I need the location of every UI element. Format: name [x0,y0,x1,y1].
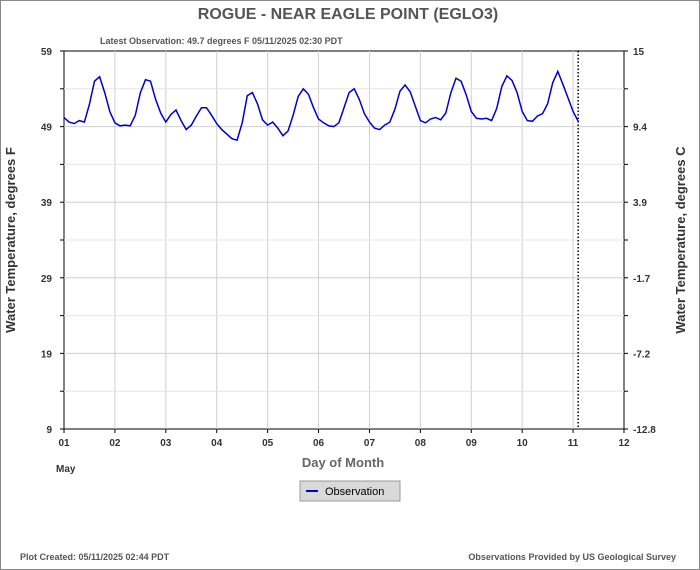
x-tick-label: 12 [618,438,630,449]
x-tick-label: 02 [109,438,121,449]
x-tick-label: 04 [211,438,223,449]
y-left-tick-label: 19 [41,349,53,360]
y-axis-right-label: Water Temperature, degrees C [673,146,688,334]
y-left-tick-label: 49 [41,123,53,134]
observation-series-line [63,69,579,142]
latest-observation-text: Latest Observation: 49.7 degrees F 05/11… [100,36,343,46]
y-right-tick-label: 15 [633,47,645,58]
x-tick-label: 03 [160,438,172,449]
legend-label-observation: Observation [325,486,384,498]
legend: Observation [299,480,401,502]
y-right-tick-label: -12.8 [633,425,656,436]
x-tick-label: 06 [313,438,325,449]
data-provider-text: Observations Provided by US Geological S… [468,552,676,562]
chart-title: ROGUE - NEAR EAGLE POINT (EGLO3) [198,6,498,23]
y-right-tick-label: 3.9 [633,198,647,209]
y-right-tick-label: 9.4 [633,123,647,134]
plot-created-text: Plot Created: 05/11/2025 02:44 PDT [20,552,170,562]
x-axis-label: Day of Month [302,455,384,470]
y-right-tick-label: -7.2 [633,349,651,360]
y-left-tick-label: 9 [46,425,52,436]
x-tick-label: 10 [517,438,529,449]
y-right-tick-label: -1.7 [633,274,651,285]
x-tick-label: 01 [58,438,70,449]
x-axis-month-label: May [56,464,76,475]
y-left-tick-label: 29 [41,274,53,285]
y-left-tick-label: 39 [41,198,53,209]
gridlines [64,51,624,429]
tick-labels: 01 02 03 04 05 06 07 08 09 10 11 12 9 -12.8 19 -7.2 29 -1… [41,47,656,449]
legend-box [299,480,401,502]
y-left-tick-label: 59 [41,47,53,58]
x-tick-label: 09 [466,438,478,449]
x-tick-label: 05 [262,438,274,449]
x-tick-label: 07 [364,438,376,449]
x-tick-label: 08 [415,438,427,449]
y-axis-left-label: Water Temperature, degrees F [3,147,18,333]
x-tick-label: 11 [568,438,579,449]
